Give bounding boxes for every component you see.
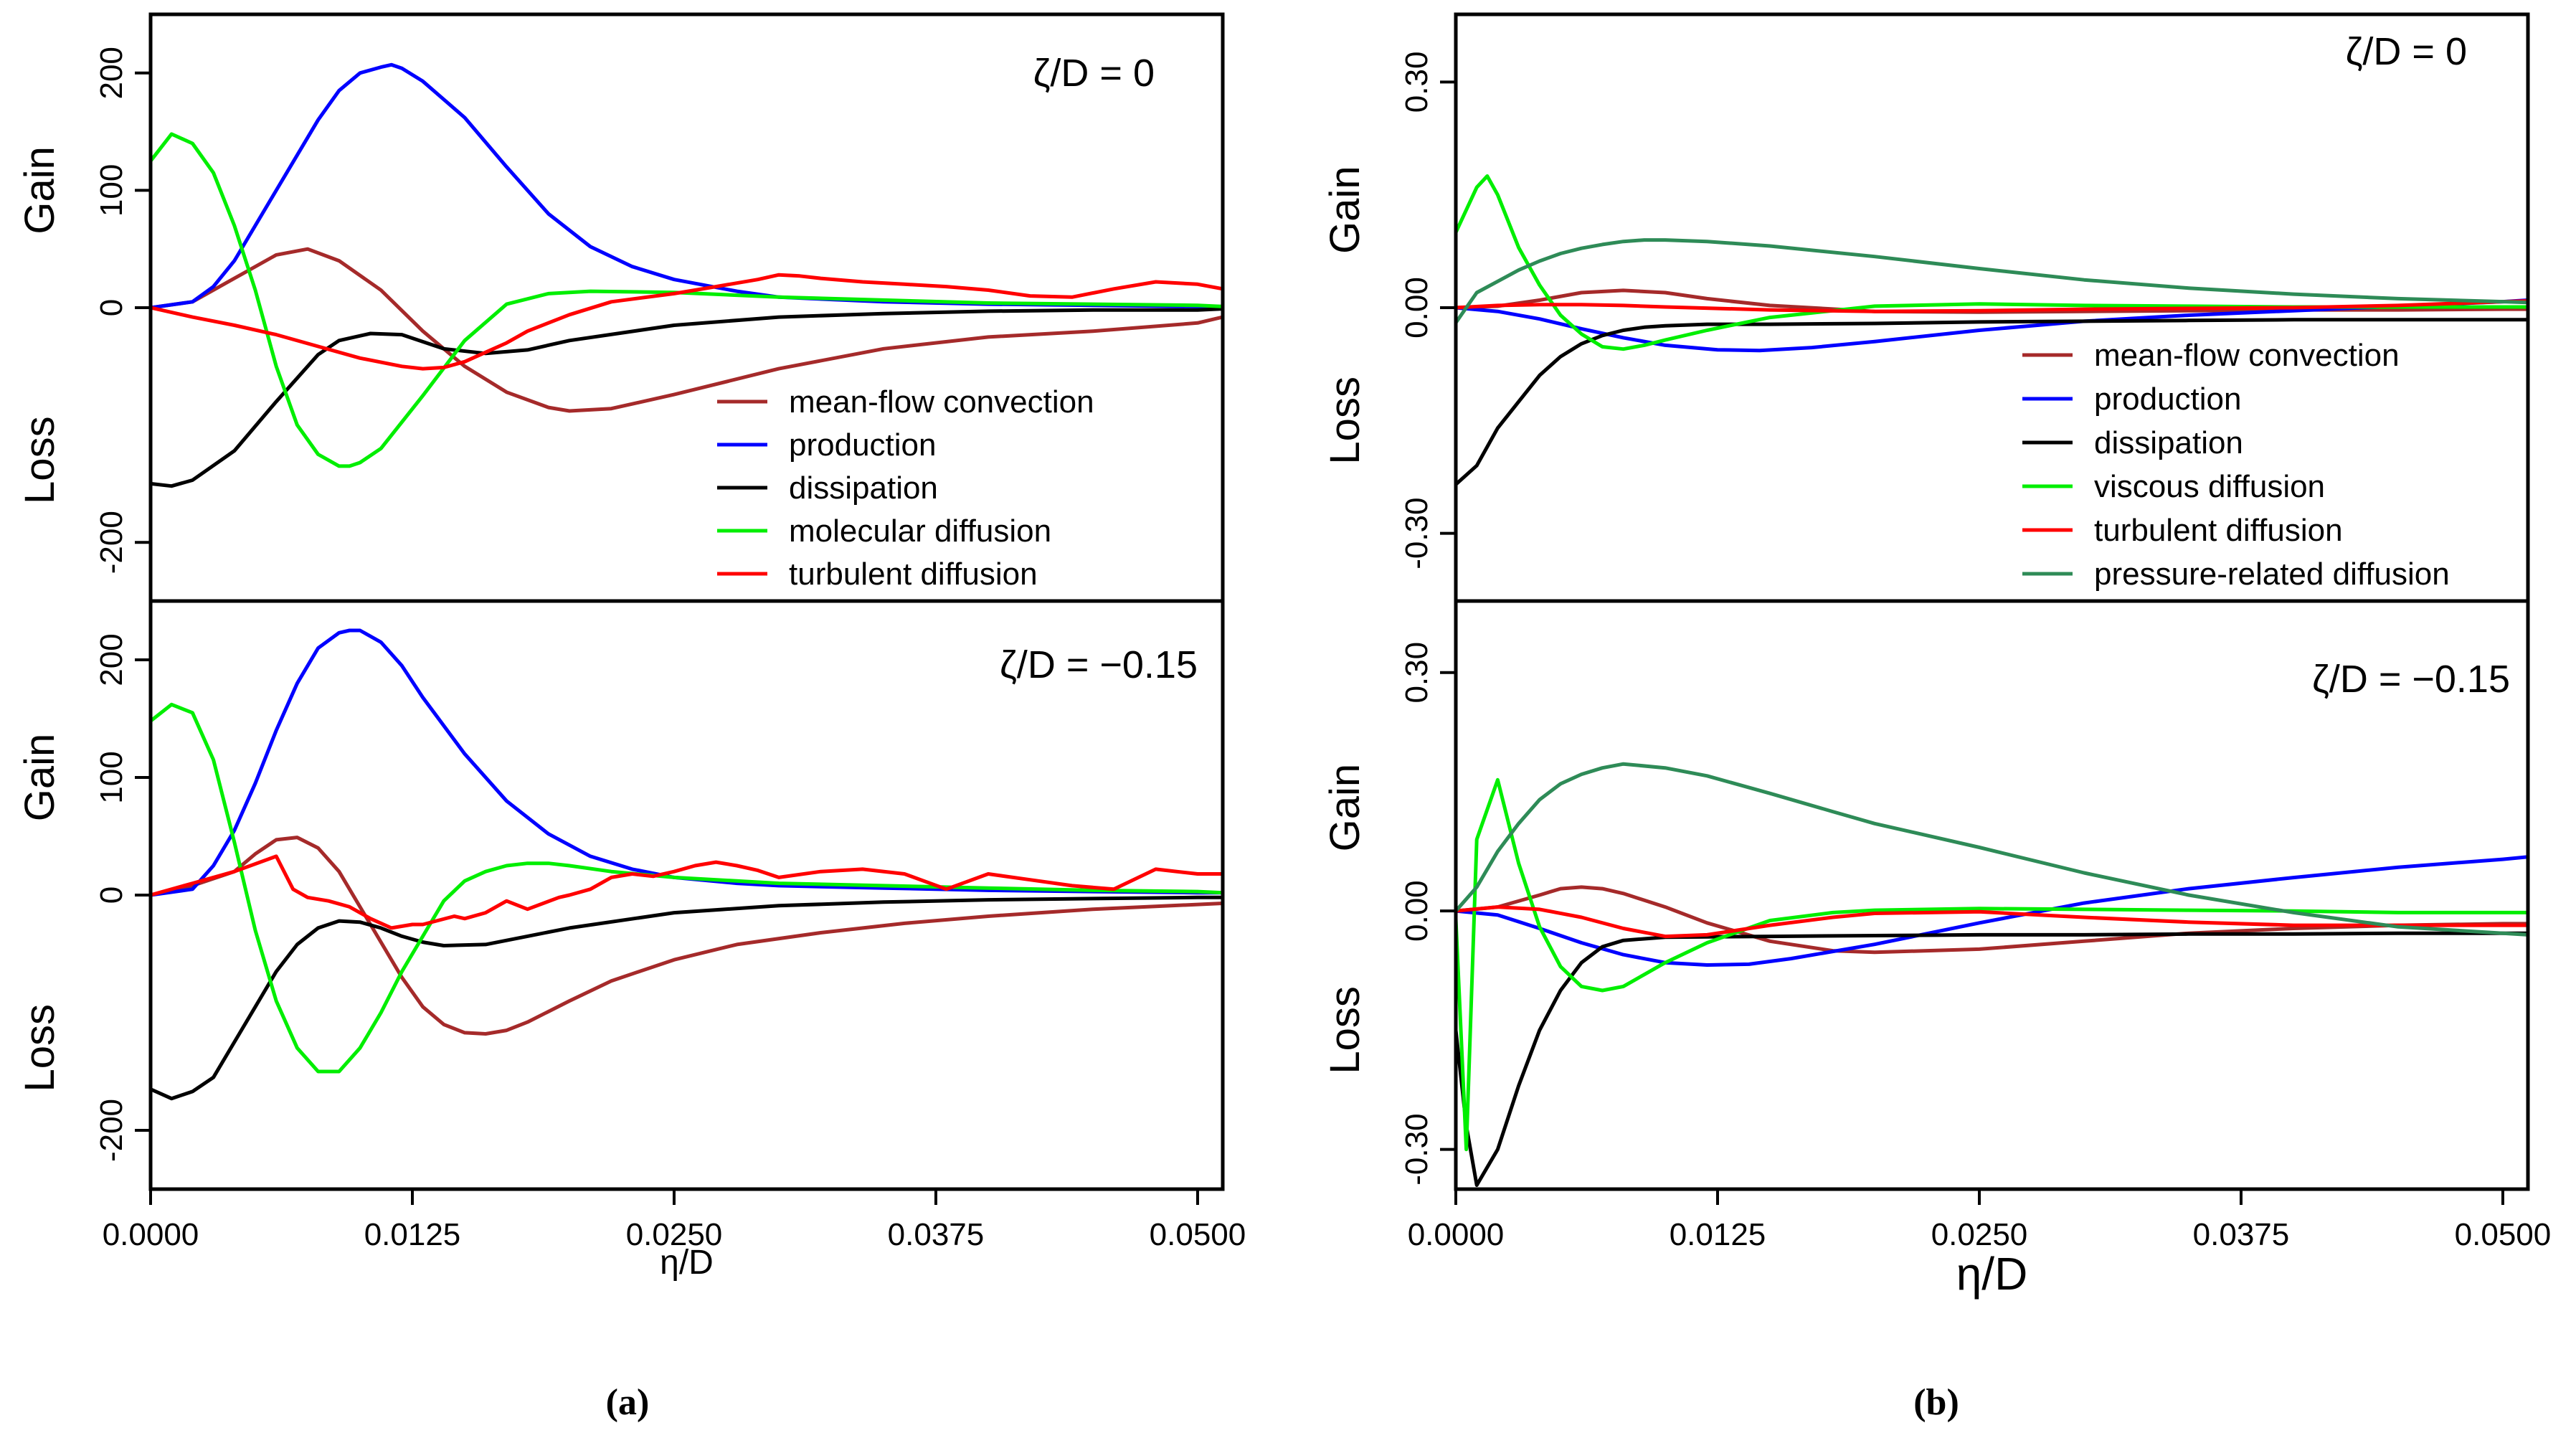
series-line-dissipation — [1456, 318, 2528, 486]
sublabel-b: (b) — [1913, 1382, 1959, 1423]
x-tick-label: 0.0125 — [1670, 1217, 1766, 1252]
panel-b-bottom: -0.30 0.00 0.30 0.0000 0.0125 0.0250 0.0375 0.0… — [1322, 599, 2552, 1300]
legend-entry: mean-flow convection — [2094, 338, 2400, 373]
series-line-turbulent-diffusion — [1456, 299, 2528, 313]
x-tick-label: 0.0375 — [888, 1217, 985, 1252]
legend-entry: dissipation — [2094, 425, 2243, 460]
gain-label: Gain — [16, 734, 63, 822]
panel-a-top: -200 0 100 200 Gain Loss ζ/D = 0 mean-flow conv… — [16, 12, 1225, 603]
panel-annotation: ζ/D = −0.15 — [1000, 643, 1198, 686]
x-tick-label: 0.0375 — [2193, 1217, 2290, 1252]
x-tick-label: 0.0250 — [1931, 1217, 2028, 1252]
series-line-turbulent-diffusion — [151, 273, 1223, 371]
gain-label: Gain — [1322, 764, 1368, 852]
y-tick-label: 0.30 — [1399, 642, 1434, 704]
series-line-turbulent-diffusion — [1456, 905, 2528, 939]
series-group — [1456, 762, 2528, 1187]
y-tick-label: 0 — [94, 886, 129, 904]
series-line-pressure-related-diffusion — [1456, 762, 2528, 937]
x-tick-label: 0.0500 — [1150, 1217, 1246, 1252]
series-group — [151, 628, 1223, 1101]
series-line-mean-flow-convection — [151, 247, 1223, 413]
loss-label: Loss — [1322, 377, 1368, 465]
x-tick-label: 0.0500 — [2455, 1217, 2552, 1252]
panel-a-bottom: -200 0 100 200 0.0000 0.0125 0.0250 0.0375 0.050… — [16, 599, 1246, 1282]
y-tick-label: 0.30 — [1399, 52, 1434, 113]
y-tick-label: 100 — [94, 751, 129, 803]
legend-entry: production — [789, 427, 936, 463]
x-axis-label: η/D — [1956, 1248, 2028, 1300]
sublabel-a: (a) — [606, 1382, 650, 1423]
y-tick-label: 0 — [94, 299, 129, 316]
y-tick-label: 100 — [94, 164, 129, 217]
plot-frame — [1454, 599, 2530, 1191]
series-line-production — [151, 628, 1223, 897]
legend-entry: molecular diffusion — [789, 514, 1051, 549]
series-line-production — [151, 62, 1223, 310]
y-tick-label: 0.00 — [1399, 880, 1434, 942]
loss-label: Loss — [16, 1004, 63, 1092]
x-tick-label: 0.0000 — [1408, 1217, 1505, 1252]
plot-frame — [148, 599, 1225, 1191]
series-line-dissipation — [151, 307, 1223, 488]
panel-b-top: -0.30 0.00 0.30 Gain Loss ζ/D = 0 mean-flow co… — [1322, 12, 2530, 603]
series-line-pressure-related-diffusion — [1456, 238, 2528, 324]
series-line-dissipation — [1456, 931, 2528, 1187]
series-group — [151, 62, 1223, 488]
x-tick-label: 0.0125 — [364, 1217, 461, 1252]
legend-entry: turbulent diffusion — [2094, 513, 2343, 548]
series-line-turbulent-diffusion — [151, 854, 1223, 930]
series-line-mean-flow-convection — [151, 836, 1223, 1036]
series-line-molecular-diffusion — [151, 132, 1223, 468]
loss-label: Loss — [16, 416, 63, 504]
gain-label: Gain — [1322, 166, 1368, 254]
x-tick-label: 0.0000 — [103, 1217, 199, 1252]
y-tick-label: -0.30 — [1399, 497, 1434, 569]
x-axis-label: η/D — [660, 1244, 714, 1282]
y-tick-label: 200 — [94, 47, 129, 99]
y-tick-label: -0.30 — [1399, 1113, 1434, 1185]
panel-annotation: ζ/D = 0 — [2346, 30, 2467, 73]
gain-label: Gain — [16, 146, 63, 235]
y-tick-label: -200 — [94, 1099, 129, 1162]
y-tick-label: 200 — [94, 633, 129, 686]
loss-label: Loss — [1322, 986, 1368, 1074]
x-tick-label: 0.0250 — [626, 1217, 723, 1252]
series-line-production — [1456, 855, 2528, 967]
plot-frame — [148, 12, 1225, 603]
series-line-production — [1456, 298, 2528, 353]
legend-entry: production — [2094, 382, 2241, 417]
legend-entry: dissipation — [789, 470, 938, 506]
series-line-dissipation — [151, 895, 1223, 1101]
panel-annotation: ζ/D = −0.15 — [2312, 658, 2510, 701]
legend-entry: mean-flow convection — [789, 384, 1094, 420]
series-line-viscous-diffusion — [1456, 777, 2528, 1152]
legend-entry: turbulent diffusion — [789, 557, 1038, 592]
legend-entry: viscous diffusion — [2094, 469, 2325, 504]
series-line-mean-flow-convection — [1456, 885, 2528, 955]
legend-entry: pressure-related diffusion — [2094, 557, 2450, 592]
series-group — [1456, 174, 2528, 486]
panel-annotation: ζ/D = 0 — [1033, 52, 1155, 95]
y-tick-label: 0.00 — [1399, 277, 1434, 339]
y-tick-label: -200 — [94, 511, 129, 574]
series-line-molecular-diffusion — [151, 702, 1223, 1074]
